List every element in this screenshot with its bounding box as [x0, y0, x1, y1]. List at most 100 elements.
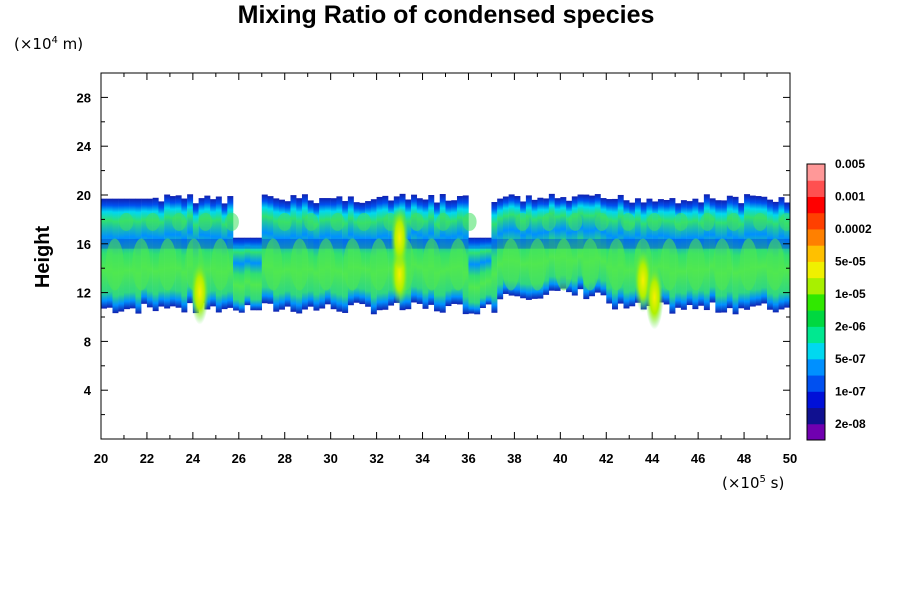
x-tick-label: 46	[691, 451, 705, 466]
heatmap-cell	[554, 198, 561, 291]
heatmap-blob	[211, 238, 230, 291]
colorbar-swatch	[807, 423, 825, 441]
x-tick-label: 24	[186, 451, 201, 466]
heatmap-cell	[525, 195, 532, 300]
x-tick-label: 36	[461, 451, 475, 466]
colorbar-label: 0.001	[835, 189, 865, 203]
heatmap-blob	[779, 212, 790, 231]
heatmap-cell	[755, 196, 762, 306]
heatmap-layer	[101, 238, 790, 249]
heatmap-blob	[753, 212, 768, 231]
heatmap-blob	[409, 212, 424, 231]
heatmap-blob	[607, 238, 626, 291]
heatmap-field	[101, 193, 790, 330]
heatmap-blob	[594, 212, 609, 231]
heatmap-cell	[703, 194, 710, 311]
heatmap-blob	[132, 238, 151, 291]
heatmap-blob	[264, 238, 283, 291]
heatmap-cell	[278, 199, 285, 310]
colorbar-swatch	[807, 212, 825, 230]
colorbar-swatch	[807, 293, 825, 311]
colorbar-label: 0.0002	[835, 222, 872, 236]
heatmap-cell	[261, 194, 268, 304]
colorbar-swatch	[807, 342, 825, 360]
heatmap-cell	[244, 237, 251, 306]
heatmap-cell	[250, 237, 257, 311]
x-axis: 20 22 24 26 28 30 32 34 36 38 40 42 44 46 48 50	[94, 73, 797, 466]
x-tick-label: 26	[232, 451, 246, 466]
colorbar-label: 2e-06	[835, 319, 866, 333]
x-tick-label: 42	[599, 451, 613, 466]
heatmap-blob	[145, 212, 160, 231]
heatmap-cell	[675, 203, 682, 308]
heatmap-blob	[621, 212, 636, 231]
heatmap-blob	[581, 238, 600, 291]
heatmap-cell	[227, 196, 234, 308]
y-tick-label: 16	[77, 237, 91, 252]
y-unit-label: (×104 m)	[14, 35, 83, 53]
heatmap-cell	[388, 200, 395, 306]
colorbar-label: 1e-05	[835, 287, 866, 301]
x-tick-label: 30	[323, 451, 337, 466]
heatmap-cell	[623, 200, 630, 309]
colorbar-label: 2e-08	[835, 417, 866, 431]
heatmap-cell	[732, 196, 739, 315]
heatmap-cell	[284, 201, 291, 307]
heatmap-blob	[686, 238, 705, 291]
heatmap-cell	[577, 194, 584, 290]
heatmap-cell	[238, 237, 245, 313]
x-tick-label: 40	[553, 451, 567, 466]
heatmap-cell	[629, 202, 636, 307]
x-tick-label: 28	[277, 451, 291, 466]
heatmap-cell	[198, 198, 205, 303]
heatmap-cell	[491, 202, 498, 313]
colorbar-swatch	[807, 326, 825, 344]
heatmap-hotspot	[190, 260, 209, 325]
heatmap-cell	[101, 198, 107, 309]
y-tick-label: 12	[77, 286, 91, 301]
heatmap-cell	[784, 202, 790, 308]
heatmap-cell	[709, 198, 716, 303]
colorbar-label: 5e-07	[835, 352, 866, 366]
colorbar-label: 0.005	[835, 157, 865, 171]
x-unit-label: (×105 s)	[722, 474, 784, 492]
heatmap-cell	[652, 201, 659, 304]
heatmap-blob	[449, 238, 468, 291]
heatmap-cell	[181, 198, 188, 313]
heatmap-blob	[739, 238, 758, 291]
heatmap-cell	[233, 237, 240, 311]
heatmap-blob	[436, 212, 451, 231]
heatmap-blob	[158, 238, 177, 291]
heatmap-blob	[290, 238, 309, 291]
heatmap-blob	[647, 212, 662, 231]
heatmap-cell	[543, 198, 550, 295]
heatmap-cell	[336, 196, 343, 312]
heatmap-cell	[520, 201, 527, 299]
heatmap-blob	[541, 212, 556, 231]
heatmap-cell	[359, 202, 366, 305]
heatmap-blob	[528, 238, 547, 291]
colorbar-swatch	[807, 245, 825, 262]
heatmap-blob	[462, 212, 477, 231]
heatmap-blob	[369, 238, 388, 291]
heatmap-cell	[313, 203, 320, 311]
heatmap-cell	[152, 197, 159, 312]
heatmap-blob	[766, 238, 785, 291]
y-tick-label: 24	[77, 139, 92, 154]
heatmap-blob	[304, 212, 319, 231]
heatmap-blob	[660, 238, 679, 291]
heatmap-cell	[204, 195, 211, 310]
colorbar-swatch	[807, 375, 825, 392]
heatmap-hotspot	[645, 265, 664, 330]
heatmap-cell	[594, 194, 601, 293]
colorbar-swatch	[807, 391, 825, 409]
x-tick-label: 22	[140, 451, 154, 466]
heatmap-cell	[445, 200, 452, 307]
heatmap-cell	[307, 200, 314, 307]
y-tick-label: 28	[77, 90, 91, 105]
heatmap-blob	[554, 238, 573, 291]
heatmap-cell	[175, 195, 182, 308]
colorbar-swatch	[807, 196, 825, 214]
heatmap-cell	[548, 193, 555, 291]
